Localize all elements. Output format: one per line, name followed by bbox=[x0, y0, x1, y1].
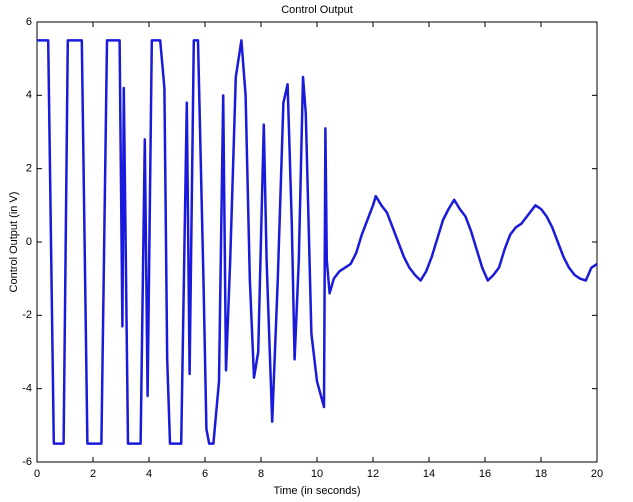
plot-area bbox=[36, 21, 598, 463]
x-tick-label: 20 bbox=[591, 468, 603, 480]
x-tick-label: 10 bbox=[311, 468, 323, 480]
chart-title: Control Output bbox=[281, 4, 353, 16]
y-tick-label: -2 bbox=[22, 309, 32, 321]
y-axis-label: Control Output (in V) bbox=[8, 192, 20, 293]
x-tick-label: 6 bbox=[202, 468, 208, 480]
x-tick-label: 12 bbox=[367, 468, 379, 480]
y-tick-label: 2 bbox=[26, 163, 32, 175]
x-tick-label: 2 bbox=[90, 468, 96, 480]
x-axis-label: Time (in seconds) bbox=[273, 485, 360, 497]
y-tick-label: 6 bbox=[26, 16, 32, 28]
x-tick-label: 0 bbox=[34, 468, 40, 480]
y-tick-label: 4 bbox=[26, 89, 32, 101]
x-tick-label: 16 bbox=[479, 468, 491, 480]
data-line bbox=[37, 39, 598, 445]
x-tick-label: 14 bbox=[423, 468, 435, 480]
y-tick-label: -4 bbox=[22, 383, 32, 395]
x-tick-label: 4 bbox=[146, 468, 152, 480]
y-tick-label: -6 bbox=[22, 456, 32, 468]
y-tick-label: 0 bbox=[26, 236, 32, 248]
x-tick-label: 8 bbox=[258, 468, 264, 480]
x-tick-label: 18 bbox=[535, 468, 547, 480]
